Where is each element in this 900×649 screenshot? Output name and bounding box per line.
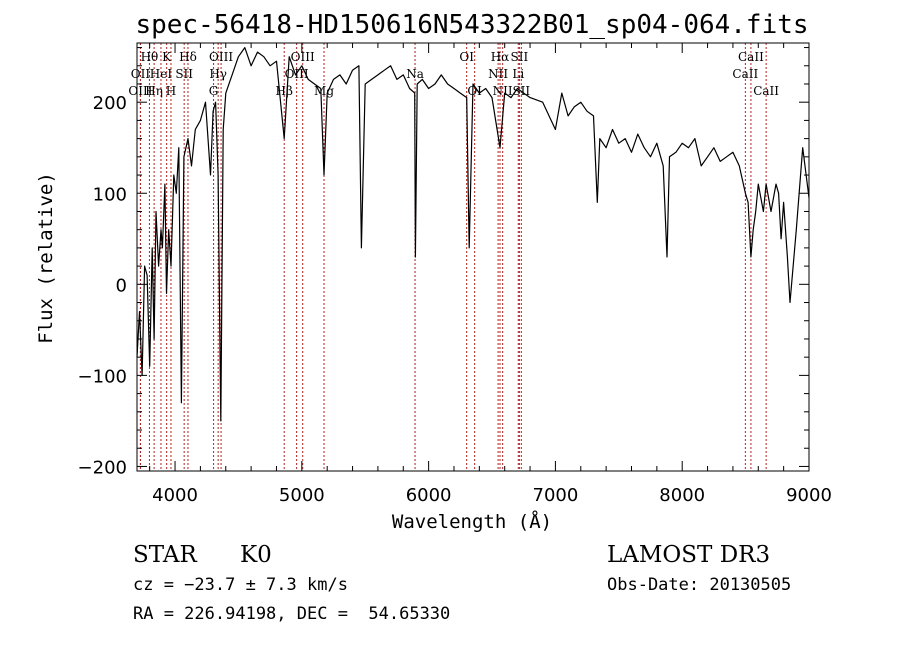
chart-title: spec-56418-HD150616N543322B01_sp04-064.f… (135, 10, 808, 40)
y-tick-label: 0 (116, 275, 127, 296)
object-class: STAR (133, 542, 197, 568)
x-tick-label: 8000 (659, 485, 705, 506)
spectral-line-markers (139, 43, 767, 471)
obs-date: Obs-Date: 20130505 (607, 575, 791, 595)
line-label-8: H (166, 84, 176, 98)
y-axis-label: Flux (relative) (35, 172, 57, 344)
x-axis: 4000 5000 6000 7000 8000 9000 (149, 43, 832, 506)
line-label-21: NII (488, 67, 508, 81)
line-label-3: K (162, 50, 172, 64)
coordinates: RA = 226.94198, DEC = 54.65330 (133, 604, 450, 624)
object-subclass: K0 (240, 542, 272, 568)
line-label-26: CaII (732, 67, 758, 81)
survey-name: LAMOST DR3 (607, 542, 770, 568)
line-label-16: Na (406, 67, 424, 81)
line-label-5: Hη (145, 84, 163, 98)
x-tick-label: 7000 (533, 485, 579, 506)
line-label-1: OII (131, 67, 151, 81)
line-label-27: CaII (753, 84, 779, 98)
y-tick-label: 200 (93, 93, 127, 114)
line-label-2: OIII (128, 84, 152, 98)
line-label-11: G (209, 84, 219, 98)
line-label-19: Hα (491, 50, 510, 64)
line-label-23: NII (493, 84, 513, 98)
line-label-9: OIII (209, 50, 233, 64)
line-label-25: CaII (738, 50, 764, 64)
line-label-18: OI (467, 84, 482, 98)
y-tick-label: 100 (93, 184, 127, 205)
y-tick-label: −200 (78, 457, 127, 478)
line-label-17: OI (459, 50, 474, 64)
redshift-text: cz = −23.7 ± 7.3 km/s (133, 575, 348, 595)
line-label-14: Hβ (276, 84, 293, 98)
y-axis: −200 −100 0 100 200 (78, 47, 809, 478)
x-tick-label: 6000 (406, 485, 452, 506)
spectrum-line (136, 47, 810, 422)
x-axis-label: Wavelength (Å) (392, 510, 552, 533)
x-tick-label: 4000 (152, 485, 198, 506)
y-tick-label: −100 (78, 366, 127, 387)
line-label-12: OIII (291, 50, 315, 64)
line-label-7: SII (175, 67, 193, 81)
x-tick-label: 5000 (279, 485, 325, 506)
x-tick-label: 9000 (786, 485, 832, 506)
line-label-10: Hγ (209, 67, 227, 81)
line-label-20: SII (511, 50, 529, 64)
line-label-0: Hθ (141, 50, 159, 64)
plot-frame (136, 42, 810, 472)
line-label-6: Hδ (179, 50, 197, 64)
line-label-22: Li (512, 67, 524, 81)
line-label-4: HeI (150, 67, 173, 81)
